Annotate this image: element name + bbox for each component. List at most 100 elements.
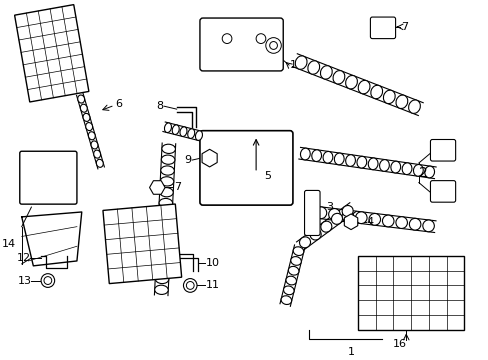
- Bar: [15, 5, 89, 102]
- Ellipse shape: [408, 100, 420, 113]
- FancyBboxPatch shape: [304, 190, 319, 235]
- Ellipse shape: [334, 153, 344, 165]
- Circle shape: [265, 38, 281, 53]
- Circle shape: [256, 34, 265, 44]
- Ellipse shape: [154, 285, 168, 294]
- Ellipse shape: [307, 61, 319, 74]
- Ellipse shape: [382, 215, 393, 227]
- Circle shape: [183, 279, 197, 292]
- Ellipse shape: [162, 144, 175, 153]
- Ellipse shape: [299, 237, 310, 248]
- Ellipse shape: [156, 253, 169, 262]
- Ellipse shape: [281, 296, 291, 305]
- Ellipse shape: [161, 155, 175, 164]
- Ellipse shape: [383, 90, 394, 104]
- Ellipse shape: [309, 229, 321, 240]
- Ellipse shape: [395, 217, 407, 229]
- Text: 10: 10: [205, 258, 219, 268]
- Ellipse shape: [401, 163, 411, 175]
- Ellipse shape: [88, 132, 95, 140]
- Ellipse shape: [158, 209, 172, 219]
- FancyBboxPatch shape: [429, 139, 455, 161]
- Ellipse shape: [368, 213, 380, 225]
- Ellipse shape: [283, 286, 293, 295]
- Ellipse shape: [180, 127, 186, 136]
- Ellipse shape: [288, 266, 298, 275]
- FancyBboxPatch shape: [20, 151, 77, 204]
- Ellipse shape: [342, 210, 353, 222]
- Ellipse shape: [157, 231, 171, 240]
- Ellipse shape: [323, 152, 332, 163]
- Text: 12: 12: [17, 253, 31, 263]
- Circle shape: [44, 276, 52, 284]
- Ellipse shape: [96, 159, 103, 167]
- Text: 14: 14: [2, 239, 16, 249]
- Ellipse shape: [311, 150, 321, 162]
- Text: 8: 8: [156, 101, 163, 111]
- Ellipse shape: [285, 276, 296, 285]
- Ellipse shape: [413, 165, 422, 176]
- Text: 16: 16: [392, 339, 406, 349]
- Text: 6: 6: [116, 99, 122, 109]
- Bar: [103, 204, 181, 284]
- Ellipse shape: [94, 150, 101, 158]
- Text: 1: 1: [347, 347, 354, 357]
- Ellipse shape: [328, 208, 340, 220]
- Ellipse shape: [159, 198, 172, 208]
- Ellipse shape: [358, 80, 369, 94]
- Text: 7: 7: [401, 22, 407, 32]
- Text: 15: 15: [289, 60, 304, 70]
- Ellipse shape: [160, 188, 173, 197]
- Ellipse shape: [155, 274, 168, 284]
- Ellipse shape: [395, 95, 407, 108]
- Ellipse shape: [293, 247, 303, 256]
- Ellipse shape: [422, 220, 433, 232]
- Text: 11: 11: [205, 280, 219, 291]
- Ellipse shape: [161, 166, 174, 175]
- Ellipse shape: [345, 76, 357, 89]
- Ellipse shape: [320, 221, 331, 232]
- Text: 9: 9: [183, 155, 191, 165]
- Ellipse shape: [356, 156, 366, 168]
- Ellipse shape: [367, 158, 377, 170]
- Ellipse shape: [342, 206, 352, 216]
- Ellipse shape: [379, 159, 388, 171]
- Ellipse shape: [320, 66, 331, 79]
- Ellipse shape: [160, 177, 173, 186]
- FancyBboxPatch shape: [429, 181, 455, 202]
- Text: 7: 7: [173, 183, 181, 193]
- Ellipse shape: [85, 122, 92, 131]
- Ellipse shape: [158, 220, 171, 229]
- Ellipse shape: [390, 161, 400, 173]
- Text: 5: 5: [264, 171, 270, 181]
- Text: 4: 4: [366, 217, 373, 227]
- Circle shape: [222, 34, 231, 44]
- Text: 13: 13: [18, 275, 31, 285]
- FancyBboxPatch shape: [200, 131, 292, 205]
- Ellipse shape: [91, 141, 98, 149]
- Ellipse shape: [331, 213, 342, 224]
- Ellipse shape: [157, 242, 170, 251]
- Ellipse shape: [164, 123, 171, 132]
- Ellipse shape: [345, 155, 355, 166]
- Ellipse shape: [408, 219, 420, 230]
- Circle shape: [41, 274, 55, 287]
- Ellipse shape: [315, 207, 326, 219]
- Text: 2: 2: [418, 166, 427, 180]
- Ellipse shape: [355, 212, 366, 224]
- Ellipse shape: [156, 264, 169, 273]
- Text: 3: 3: [325, 202, 332, 212]
- Ellipse shape: [195, 131, 202, 140]
- Bar: [357, 256, 464, 329]
- Ellipse shape: [295, 56, 306, 69]
- FancyBboxPatch shape: [200, 18, 283, 71]
- Ellipse shape: [332, 71, 344, 84]
- FancyBboxPatch shape: [369, 17, 395, 39]
- Ellipse shape: [187, 129, 194, 139]
- Circle shape: [269, 41, 277, 49]
- Ellipse shape: [83, 113, 90, 121]
- Ellipse shape: [290, 257, 301, 265]
- Ellipse shape: [80, 104, 87, 112]
- Ellipse shape: [78, 95, 84, 103]
- Circle shape: [186, 282, 194, 289]
